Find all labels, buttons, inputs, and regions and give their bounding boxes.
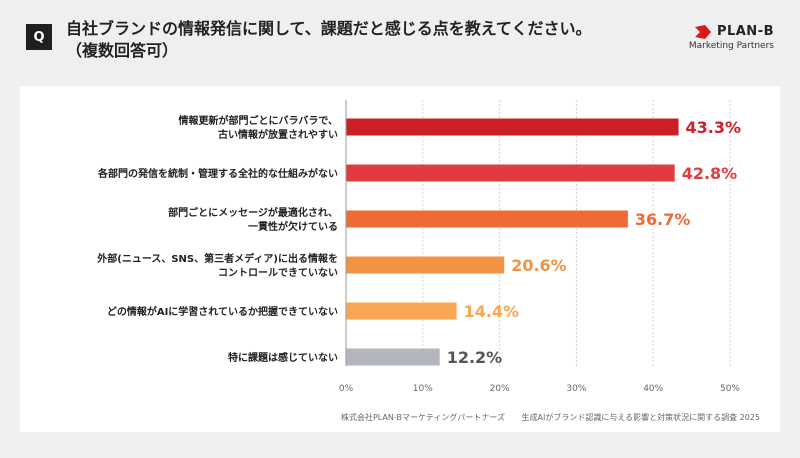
question-badge: Q [26,24,52,50]
brand-name: PLAN-B [716,24,774,39]
x-tick-label-4: 40% [643,384,663,394]
bar-5 [346,348,440,366]
brand-mark-icon [694,24,711,39]
bar-1 [346,164,675,182]
source-company: 株式会社PLAN-Bマーケティングパートナーズ [340,413,505,422]
x-tick-label-1: 10% [413,384,433,394]
x-tick-label-0: 0% [339,384,354,394]
value-label-4: 14.4% [464,302,520,321]
category-label-2-0: 部門ごとにメッセージが最適化され、 [168,206,338,219]
brand-logo: PLAN-B Marketing Partners [654,24,774,51]
question-title: 自社ブランドの情報発信に関して、課題だと感じる点を教えてください。 （複数回答可… [66,18,626,62]
bar-0 [346,118,679,136]
x-tick-label-5: 50% [720,384,740,394]
brand-subtitle: Marketing Partners [688,41,774,51]
category-label-3-0: 外部(ニュース、SNS、第三者メディア)に出る情報を [96,252,338,265]
source-survey: 生成AIがブランド認識に与える影響と対策状況に関する調査 2025 [521,413,761,422]
bar-2 [346,210,628,228]
category-label-3-1: コントロールできていない [218,267,338,279]
bar-4 [346,302,457,320]
category-label-5-0: 特に課題は感じていない [228,351,338,364]
x-tick-label-3: 30% [566,384,586,394]
value-label-3: 20.6% [511,256,567,275]
header: Q 自社ブランドの情報発信に関して、課題だと感じる点を教えてください。 （複数回… [0,0,800,80]
question-title-line-2: （複数回答可） [66,41,179,60]
value-label-2: 36.7% [635,210,691,229]
category-label-0-1: 古い情報が放置されやすい [218,128,338,141]
value-label-0: 43.3% [686,118,742,137]
category-label-1-0: 各部門の発信を統制・管理する全社的な仕組みがない [97,167,338,180]
category-label-4-0: どの情報がAIに学習されているか把握できていない [107,305,338,318]
question-title-line-1: 自社ブランドの情報発信に関して、課題だと感じる点を教えてください。 [66,19,592,38]
value-label-1: 42.8% [682,164,738,183]
category-label-0-0: 情報更新が部門ごとにバラバラで、 [179,114,339,127]
x-tick-label-2: 20% [490,384,510,394]
bar-chart: 0% 10% 20% 30% 40% 50% 43.3% 情報更新が部門ごとにバラバラで、古い… [96,100,742,394]
bar-3 [346,256,505,274]
chart-card: 0% 10% 20% 30% 40% 50% 43.3% 情報更新が部門ごとにバラバラで、 古い… [20,86,780,432]
value-label-5: 12.2% [447,348,503,367]
category-label-2-1: 一貫性が欠けている [248,220,338,233]
source-note: 株式会社PLAN-Bマーケティングパートナーズ 生成AIがブランド認識に与える影… [341,412,760,423]
